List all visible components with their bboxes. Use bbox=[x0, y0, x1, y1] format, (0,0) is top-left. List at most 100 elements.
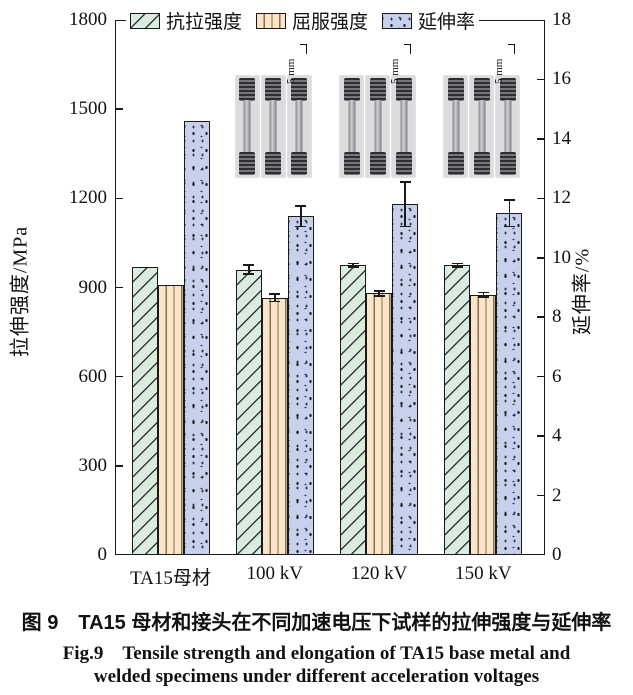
specimen-photo bbox=[340, 76, 364, 177]
left-tick-label: 1200 bbox=[69, 187, 107, 209]
error-bar bbox=[352, 263, 354, 267]
left-tick-mark bbox=[115, 465, 123, 467]
error-bar-cap bbox=[347, 262, 359, 265]
specimen-thread-bottom bbox=[499, 152, 516, 175]
specimen-thread-top bbox=[499, 78, 516, 101]
specimen-thread-bottom bbox=[343, 152, 360, 175]
left-tick-label: 600 bbox=[78, 365, 108, 387]
x-tick-label: 120 kV bbox=[350, 563, 408, 584]
right-tick-mark bbox=[537, 316, 545, 319]
specimen-photos bbox=[235, 76, 311, 177]
specimen-shaft bbox=[269, 100, 277, 153]
x-tick-label: 150 kV bbox=[455, 563, 512, 584]
x-tick-label: TA15母材 bbox=[130, 568, 211, 589]
right-tick-label: 16 bbox=[552, 68, 571, 90]
legend-swatch-icon bbox=[130, 12, 160, 29]
specimen-photo bbox=[366, 76, 390, 177]
specimen-shaft bbox=[504, 100, 512, 153]
right-tick-mark bbox=[537, 138, 545, 140]
error-bar-cap bbox=[295, 225, 307, 228]
legend-label: 抗拉强度 bbox=[166, 12, 243, 33]
x-tick-label: 100 kV bbox=[246, 563, 304, 584]
bar-抗拉强度-120 kV bbox=[340, 265, 367, 555]
bar-延伸率-TA15母材 bbox=[183, 121, 210, 555]
error-bar bbox=[456, 263, 459, 267]
left-tick-mark bbox=[115, 197, 123, 200]
specimen-shaft bbox=[243, 100, 251, 153]
legend-label: 延伸率 bbox=[418, 12, 476, 33]
specimen-photo bbox=[392, 76, 416, 177]
legend: 抗拉强度 屈服强度 延伸率 bbox=[126, 7, 480, 34]
left-tick-label: 300 bbox=[78, 454, 108, 476]
specimen-thread-top bbox=[265, 78, 282, 101]
error-bar-cap bbox=[399, 181, 411, 183]
right-tick-mark bbox=[537, 78, 545, 81]
bar-抗拉强度-TA15母材 bbox=[131, 266, 158, 555]
specimen-photo bbox=[496, 76, 520, 177]
error-bar-cap bbox=[399, 225, 411, 228]
error-bar-cap bbox=[269, 293, 281, 296]
specimen-thread-bottom bbox=[239, 152, 256, 175]
specimen-photo bbox=[287, 76, 311, 177]
error-bar-cap bbox=[477, 291, 489, 294]
specimen-photo bbox=[470, 76, 494, 177]
bar-抗拉强度-150 kV bbox=[444, 265, 471, 555]
right-tick-mark bbox=[537, 197, 545, 200]
specimen-photo bbox=[261, 76, 285, 177]
bar-屈服强度-TA15母材 bbox=[157, 284, 184, 555]
right-tick-label: 6 bbox=[552, 365, 562, 387]
error-bar-cap bbox=[477, 296, 489, 299]
left-tick-label: 1500 bbox=[69, 98, 107, 120]
specimen-thread-top bbox=[473, 78, 490, 101]
legend-label: 屈服强度 bbox=[292, 12, 369, 33]
error-bar-cap bbox=[269, 300, 281, 303]
right-tick-label: 12 bbox=[552, 187, 571, 209]
right-tick-label: 0 bbox=[552, 544, 562, 565]
right-tick-label: 2 bbox=[552, 484, 562, 506]
bar-延伸率-100 kV bbox=[287, 216, 314, 555]
error-bar bbox=[248, 265, 250, 275]
error-bar-cap bbox=[373, 290, 385, 292]
specimen-photo bbox=[235, 76, 259, 177]
legend-item: 抗拉强度 bbox=[130, 7, 242, 34]
specimen-shaft bbox=[478, 100, 486, 153]
specimen-thread-top bbox=[447, 78, 464, 101]
specimen-thread-bottom bbox=[447, 152, 464, 175]
scale-label: 5 mm bbox=[284, 58, 297, 84]
error-bar-cap bbox=[451, 262, 463, 265]
error-bar bbox=[508, 199, 511, 227]
legend-swatch-icon bbox=[256, 12, 287, 29]
specimen-thread-bottom bbox=[265, 152, 282, 175]
specimen-thread-bottom bbox=[473, 152, 490, 175]
right-tick-label: 10 bbox=[552, 246, 571, 268]
left-tick-label: 0 bbox=[97, 544, 108, 565]
right-tick-mark bbox=[537, 494, 545, 497]
specimen-shaft bbox=[400, 100, 408, 153]
specimen-thread-top bbox=[369, 78, 386, 101]
scale-label: 5 mm bbox=[389, 58, 402, 84]
bar-抗拉强度-100 kV bbox=[235, 269, 262, 555]
specimen-thread-bottom bbox=[395, 152, 412, 175]
left-tick-label: 900 bbox=[78, 276, 108, 298]
caption-english-line1: Fig.9 Tensile strength and elongation of… bbox=[62, 643, 571, 664]
right-axis-title: 延伸率/% bbox=[571, 247, 594, 336]
error-bar bbox=[274, 294, 276, 302]
error-bar-cap bbox=[347, 266, 359, 268]
error-bar-cap bbox=[503, 225, 515, 228]
legend-swatch-icon bbox=[382, 12, 413, 29]
specimen-shaft bbox=[348, 100, 356, 153]
left-tick-mark bbox=[115, 108, 123, 110]
specimen-thread-top bbox=[291, 78, 308, 101]
error-bar-cap bbox=[243, 264, 255, 267]
left-tick-label: 1800 bbox=[69, 9, 107, 30]
bar-屈服强度-150 kV bbox=[470, 294, 497, 555]
left-axis-title: 拉伸强度/MPa bbox=[9, 225, 32, 358]
error-bar-cap bbox=[451, 266, 463, 268]
error-bar-cap bbox=[503, 198, 515, 201]
bar-延伸率-150 kV bbox=[496, 213, 523, 555]
right-tick-mark bbox=[537, 435, 545, 437]
right-tick-label: 4 bbox=[552, 425, 562, 447]
error-bar-cap bbox=[295, 204, 307, 207]
error-bar bbox=[378, 291, 380, 296]
